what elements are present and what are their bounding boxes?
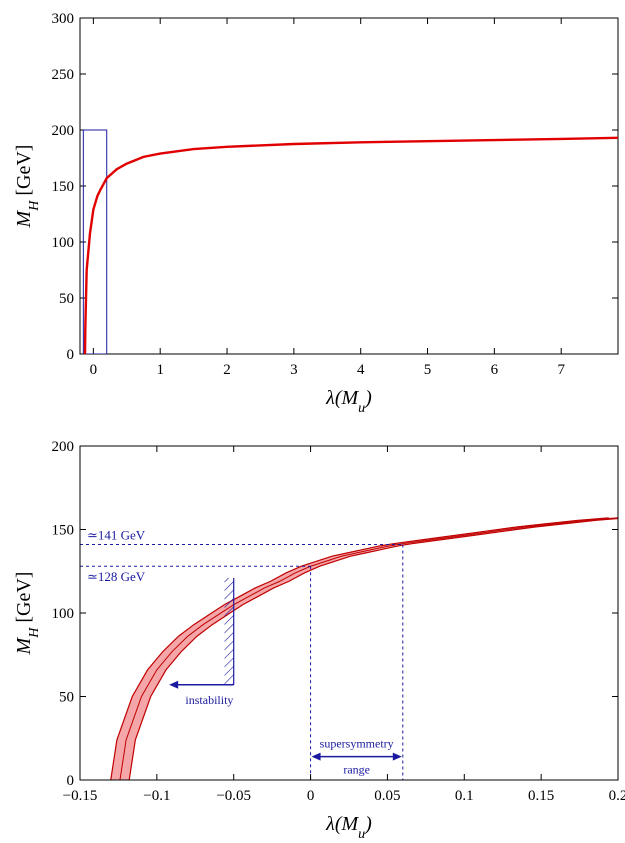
top-plot-frame (79, 17, 619, 355)
susy-arrow-head-right (392, 752, 402, 761)
bottom-x-tick-label: 0.1 (455, 788, 474, 804)
top-y-axis-title: MH [GeV] (13, 145, 42, 229)
top-x-tick-label: 3 (290, 362, 298, 378)
top-plot-area (82, 129, 618, 354)
bottom-x-axis-title: λ(Mu) (325, 813, 372, 842)
band-left-edge (110, 517, 609, 780)
instability-hatch (224, 577, 234, 685)
top-y-tick-label: 100 (52, 235, 75, 251)
bottom-chart: ≃141 GeV ≃128 GeV instability supersymmetry… (13, 439, 625, 842)
top-y-tick-label: 250 (52, 67, 75, 83)
top-x-tick-label: 2 (223, 362, 231, 378)
label-range: range (343, 763, 370, 777)
bottom-y-tick-label: 150 (52, 523, 75, 539)
bottom-y-tick-label: 100 (52, 606, 75, 622)
top-x-tick-label: 7 (557, 362, 565, 378)
bottom-x-tick-label: −0.15 (63, 788, 98, 804)
susy-arrow-head-left (311, 752, 321, 761)
zoom-region-box (82, 129, 108, 354)
higgs-mass-curve (83, 136, 618, 354)
label-141-gev: ≃141 GeV (87, 528, 146, 543)
band-right-edge (128, 517, 618, 780)
top-x-axis-title: λ(Mu) (325, 387, 372, 416)
top-y-tick-label: 200 (52, 123, 75, 139)
top-y-tick-label: 0 (67, 347, 75, 363)
top-x-tick-label: 0 (90, 362, 98, 378)
top-x-tick-label: 1 (156, 362, 164, 378)
bottom-plot-area (80, 517, 618, 780)
bottom-y-tick-label: 50 (59, 690, 74, 706)
bottom-y-tick-label: 200 (52, 439, 75, 455)
label-instability: instability (185, 693, 233, 707)
top-y-tick-label: 50 (59, 291, 74, 307)
top-y-tick-label: 150 (52, 179, 75, 195)
instability-arrow-head (169, 680, 179, 689)
bottom-plot-frame (79, 445, 619, 781)
bottom-x-tick-label: 0.05 (374, 788, 400, 804)
top-x-tick-label: 4 (357, 362, 365, 378)
bottom-x-tick-label: −0.05 (216, 788, 251, 804)
bottom-x-tick-label: −0.1 (143, 788, 170, 804)
top-x-tick-label: 6 (491, 362, 499, 378)
top-x-tick-label: 5 (424, 362, 432, 378)
label-128-gev: ≃128 GeV (87, 569, 146, 584)
top-chart: 0 1 2 3 4 5 6 7 0 50 100 150 200 250 300 λ(Mu) MH [GeV] (13, 11, 619, 416)
bottom-x-tick-label: 0 (307, 788, 315, 804)
label-supersymmetry: supersymmetry (320, 737, 394, 751)
top-y-tick-label: 300 (52, 11, 75, 27)
bottom-x-tick-label: 0.15 (528, 788, 554, 804)
bottom-y-tick-label: 0 (67, 773, 75, 789)
bottom-y-axis-title: MH [GeV] (13, 572, 42, 656)
bottom-x-tick-label: 0.2 (609, 788, 625, 804)
